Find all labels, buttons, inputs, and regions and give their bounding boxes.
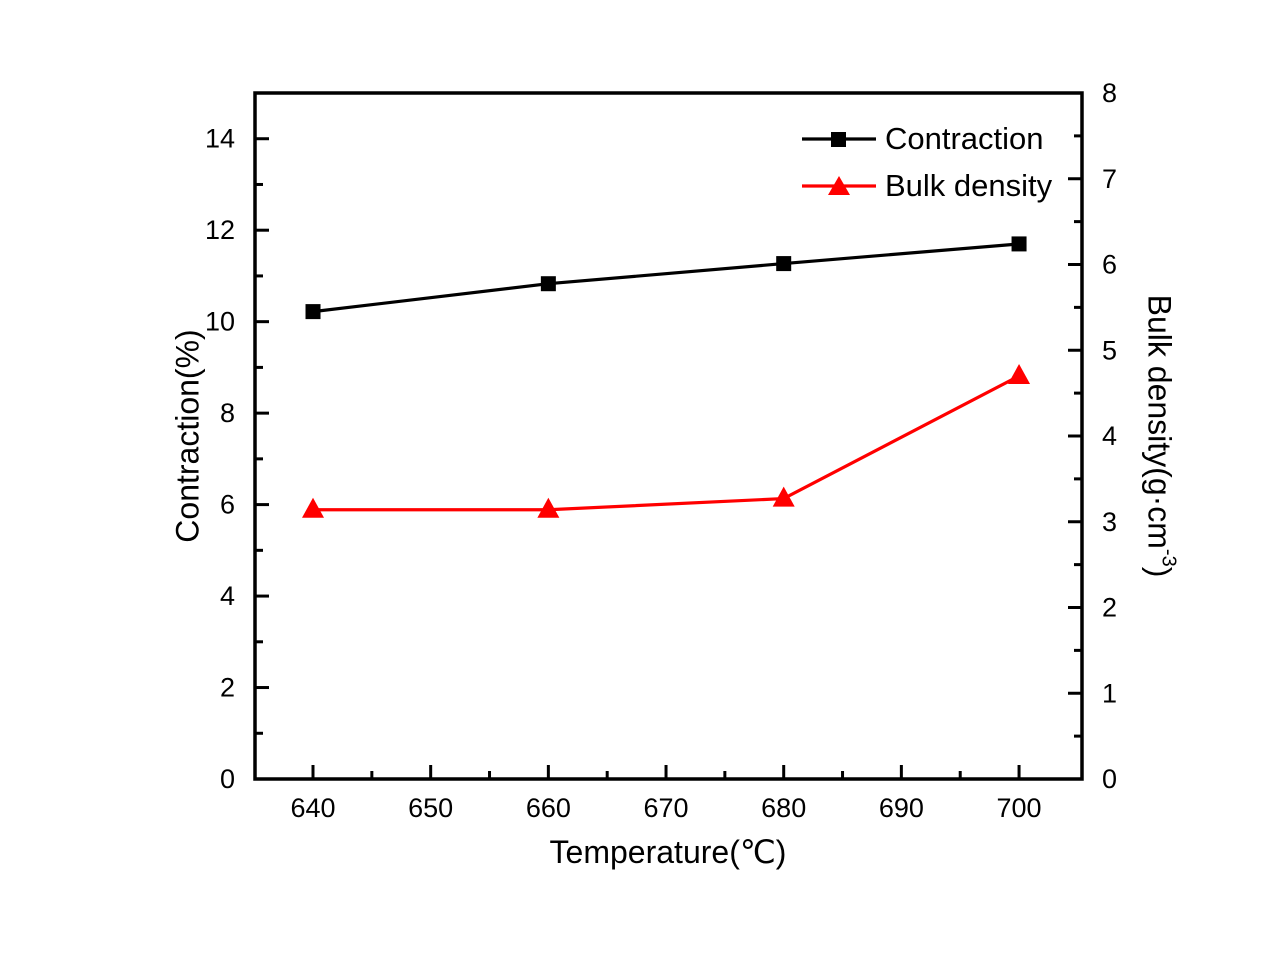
svg-text:700: 700	[997, 793, 1042, 823]
svg-text:8: 8	[1102, 78, 1117, 108]
svg-text:640: 640	[290, 793, 335, 823]
svg-text:650: 650	[408, 793, 453, 823]
svg-text:0: 0	[1102, 764, 1117, 794]
svg-text:6: 6	[220, 490, 235, 520]
svg-text:2: 2	[220, 673, 235, 703]
svg-text:14: 14	[205, 124, 235, 154]
svg-text:8: 8	[220, 398, 235, 428]
svg-text:1: 1	[1102, 678, 1117, 708]
svg-text:2: 2	[1102, 593, 1117, 623]
svg-text:6: 6	[1102, 250, 1117, 280]
svg-text:680: 680	[761, 793, 806, 823]
svg-text:4: 4	[1102, 421, 1117, 451]
svg-text:0: 0	[220, 764, 235, 794]
svg-text:10: 10	[205, 307, 235, 337]
svg-text:3: 3	[1102, 507, 1117, 537]
svg-text:12: 12	[205, 215, 235, 245]
svg-text:670: 670	[643, 793, 688, 823]
svg-text:5: 5	[1102, 335, 1117, 365]
svg-text:7: 7	[1102, 164, 1117, 194]
svg-text:4: 4	[220, 581, 235, 611]
svg-text:690: 690	[879, 793, 924, 823]
svg-text:660: 660	[526, 793, 571, 823]
